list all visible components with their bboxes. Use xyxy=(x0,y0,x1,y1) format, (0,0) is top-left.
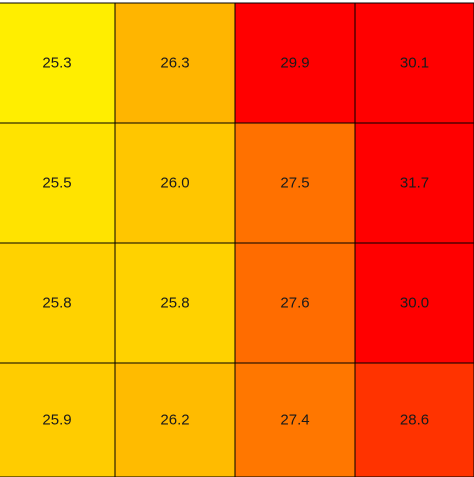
heatmap-cell xyxy=(0,362,116,477)
cell-value-label: 26.0 xyxy=(160,175,189,192)
cell-value-label: 27.5 xyxy=(280,175,309,192)
heatmap-cell xyxy=(234,242,356,364)
cell-value-label: 27.4 xyxy=(280,412,309,429)
heatmap-cell xyxy=(234,122,356,244)
heatmap-cell xyxy=(354,2,474,124)
heatmap-cell xyxy=(114,2,236,124)
heatmap-cell xyxy=(234,362,356,477)
cell-value-label: 28.6 xyxy=(400,412,429,429)
cell-value-label: 25.5 xyxy=(42,175,71,192)
heatmap-cell xyxy=(354,122,474,244)
cell-value-label: 31.7 xyxy=(400,175,429,192)
heatmap-cell xyxy=(0,122,116,244)
cell-value-label: 29.9 xyxy=(280,55,309,72)
cell-value-label: 30.0 xyxy=(400,295,429,312)
cell-value-label: 26.2 xyxy=(160,412,189,429)
heatmap-cell xyxy=(114,362,236,477)
cell-value-label: 30.1 xyxy=(400,55,429,72)
heatmap-cell xyxy=(354,362,474,477)
cell-value-label: 25.8 xyxy=(42,295,71,312)
cell-value-label: 25.8 xyxy=(160,295,189,312)
cell-value-label: 26.3 xyxy=(160,55,189,72)
heatmap-cell xyxy=(354,242,474,364)
cell-value-label: 25.3 xyxy=(42,55,71,72)
heatmap-cell xyxy=(114,242,236,364)
cell-value-label: 27.6 xyxy=(280,295,309,312)
heatmap-cell xyxy=(114,122,236,244)
heatmap-value-labels: 25.3 26.3 29.9 30.1 25.5 26.0 27.5 31.7 25.8 25.8… xyxy=(42,55,429,429)
heatmap-cell xyxy=(0,2,116,124)
cell-value-label: 25.9 xyxy=(42,412,71,429)
